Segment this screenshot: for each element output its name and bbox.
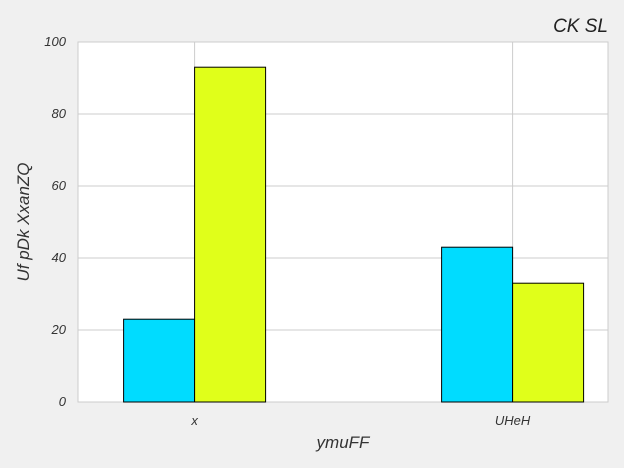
y-tick-label: 0 xyxy=(59,394,67,409)
y-tick-label: 40 xyxy=(52,250,67,265)
x-tick-label: x xyxy=(190,413,198,428)
y-tick-label: 20 xyxy=(51,322,67,337)
x-tick-labels: x UHeH xyxy=(190,413,531,428)
bar-series-1-UHeH xyxy=(441,246,514,403)
chart-title: CK SL xyxy=(553,16,608,37)
y-tick-labels: 0 20 40 60 80 100 xyxy=(44,34,66,409)
y-tick-label: 80 xyxy=(52,106,67,121)
x-axis-title: ymuFF xyxy=(316,433,372,452)
bar-series-2-UHeH xyxy=(512,282,585,403)
y-tick-label: 60 xyxy=(52,178,67,193)
bars xyxy=(123,66,585,403)
bar-series-2-x xyxy=(194,66,267,403)
bar-series-1-x xyxy=(123,318,196,403)
y-tick-label: 100 xyxy=(44,34,66,49)
y-axis-title: Uf pDk XxanZQ xyxy=(14,162,33,281)
x-tick-label: UHeH xyxy=(495,413,531,428)
